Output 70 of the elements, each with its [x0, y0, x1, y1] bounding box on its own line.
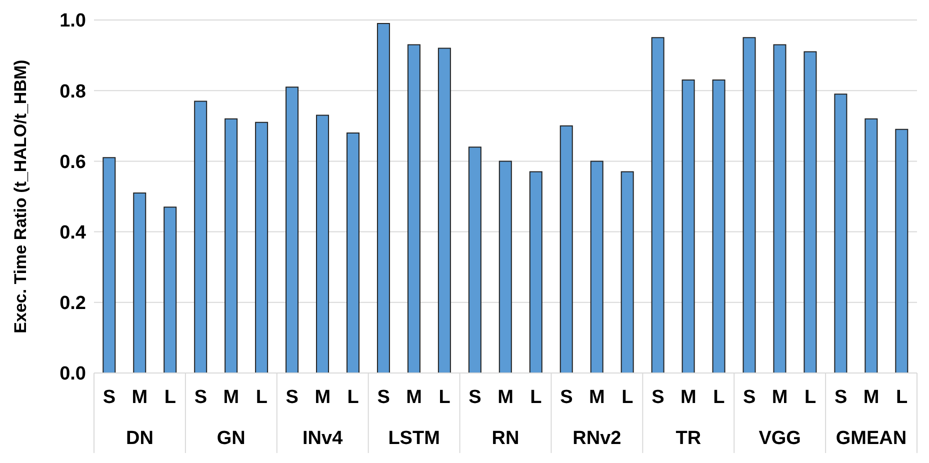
text: VGG — [758, 428, 801, 449]
x-tick-label: L — [256, 387, 268, 408]
x-tick-label: M — [223, 387, 240, 408]
bar — [864, 118, 878, 373]
bar — [682, 80, 695, 373]
x-tick-label: M — [680, 387, 696, 408]
bar — [316, 114, 330, 373]
bar — [407, 44, 420, 373]
x-tick-label: L — [622, 387, 634, 408]
bar — [255, 122, 268, 373]
x-tick-label: L — [347, 387, 360, 408]
y-tick-label: 0.2 — [60, 293, 86, 314]
x-tick-label: S — [194, 387, 208, 408]
bar — [590, 160, 604, 373]
x-tick-label: L — [713, 387, 726, 408]
x-tick-label: S — [560, 387, 573, 408]
bar — [651, 37, 664, 373]
bar — [376, 23, 390, 373]
bar — [773, 44, 786, 373]
y-tick-label: 1.0 — [60, 10, 86, 32]
x-tick-label: S — [468, 387, 482, 408]
x-tick-label: M — [863, 387, 880, 408]
bar — [468, 146, 482, 373]
y-tick-label: 0.0 — [60, 364, 86, 385]
bar — [560, 125, 573, 373]
bar — [529, 171, 542, 373]
bar — [194, 100, 208, 373]
x-tick-label: L — [530, 387, 542, 408]
x-tick-label: M — [314, 387, 331, 408]
bar — [438, 48, 451, 373]
x-tick-label: S — [102, 387, 116, 408]
bar — [133, 192, 146, 373]
text: RNv2 — [572, 428, 622, 449]
text: TR — [676, 428, 702, 449]
bar — [102, 157, 116, 373]
x-tick-label: S — [286, 387, 298, 408]
x-tick-label: S — [377, 387, 390, 408]
x-tick-label: M — [132, 387, 148, 408]
bar — [164, 206, 177, 373]
text: GN — [216, 428, 246, 449]
bar — [498, 160, 512, 373]
x-tick-label: M — [498, 387, 514, 408]
text: GMEAN — [836, 428, 907, 449]
x-tick-label: L — [804, 387, 817, 408]
y-tick-label: 0.8 — [60, 81, 86, 102]
bar — [895, 128, 908, 373]
y-axis-title: Exec. Time Ratio (t_HALO/t_HBM) — [11, 60, 30, 334]
bar — [742, 37, 756, 373]
x-tick-label: L — [438, 387, 451, 408]
bar — [224, 118, 238, 373]
y-tick-label: 0.4 — [60, 222, 86, 244]
x-tick-label: M — [406, 387, 422, 408]
text: DN — [126, 428, 154, 449]
bar — [804, 51, 817, 373]
text: RN — [492, 428, 520, 449]
x-tick-label: L — [896, 387, 908, 408]
y-tick-label: 0.6 — [60, 152, 86, 173]
x-tick-label: S — [834, 387, 848, 408]
x-tick-label: M — [589, 387, 605, 408]
bar — [834, 94, 848, 373]
bar — [712, 80, 726, 373]
x-tick-label: S — [652, 387, 664, 408]
bar — [620, 171, 634, 373]
x-tick-label: S — [743, 387, 756, 408]
text: INv4 — [302, 428, 344, 449]
x-tick-label: M — [772, 387, 788, 408]
bar — [346, 132, 360, 373]
text: LSTM — [388, 428, 440, 449]
x-tick-label: L — [164, 387, 176, 408]
bar — [286, 86, 299, 373]
